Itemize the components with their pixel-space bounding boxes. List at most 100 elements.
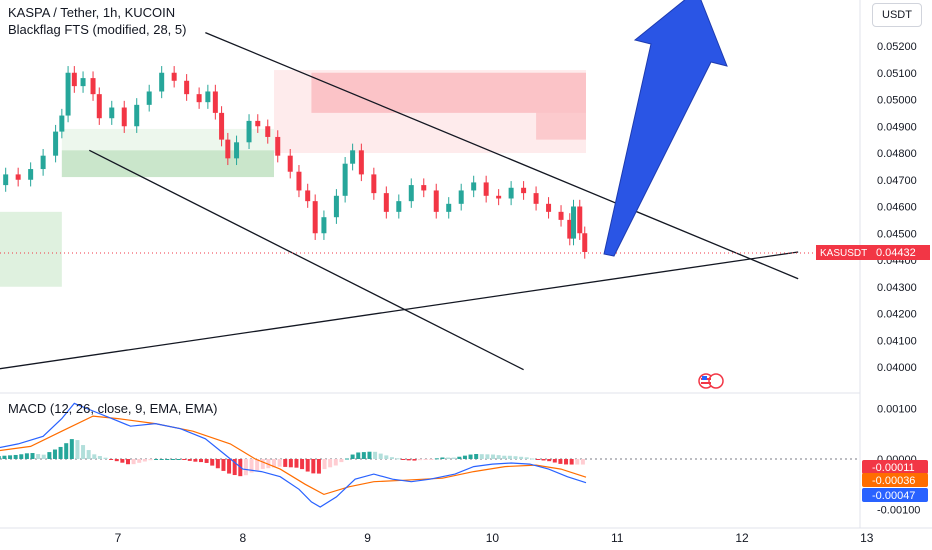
macd-tag-value: -0.00047: [872, 490, 915, 502]
macd-histogram-bar: [272, 459, 276, 468]
macd-histogram-bar: [384, 455, 389, 459]
time-tick-label: 11: [611, 531, 624, 545]
trend-lines: [0, 32, 799, 371]
candle-body: [121, 107, 127, 127]
candle-body: [582, 233, 588, 252]
candle-body: [321, 217, 327, 234]
macd-histogram-bar: [288, 459, 293, 468]
candle-body: [205, 91, 211, 103]
candle-body: [577, 206, 583, 234]
candle-body: [234, 142, 240, 159]
candle-body: [212, 91, 218, 113]
candle-body: [159, 72, 165, 92]
candle-body: [496, 195, 502, 199]
candle-body: [225, 139, 231, 159]
candle-body: [305, 190, 311, 202]
macd-histogram-bar: [316, 459, 321, 474]
candle-body: [296, 171, 302, 191]
macd-histogram-bar: [159, 459, 164, 460]
macd-histogram-bar: [52, 449, 57, 459]
candle-body: [71, 72, 77, 87]
resistance-zone-tail: [536, 112, 586, 140]
macd-histogram-bar: [221, 459, 226, 471]
candle-body: [109, 107, 115, 119]
macd-histogram-bar: [47, 452, 52, 459]
macd-histogram-bar: [491, 454, 496, 459]
macd-histogram-bar: [109, 459, 114, 460]
support-zone-left: [0, 211, 62, 287]
macd-histogram-bar: [215, 459, 220, 469]
macd-histogram-bar: [547, 459, 552, 462]
macd-line: [0, 402, 587, 508]
candle-body: [184, 80, 190, 95]
macd-histogram-bar: [356, 452, 361, 459]
macd-histogram-bar: [170, 459, 175, 460]
trend-line: [0, 251, 799, 370]
macd-tag-value: -0.00011: [872, 462, 915, 474]
macd-histogram-bar: [75, 440, 80, 459]
macd-histogram-bar: [412, 459, 417, 461]
macd-histogram-bar: [243, 459, 248, 476]
macd-histogram-bar: [198, 459, 203, 463]
candle-body: [446, 203, 452, 212]
candle-body: [571, 206, 577, 239]
macd-histogram-bar: [389, 457, 394, 459]
candle-body: [546, 203, 552, 212]
macd-histogram-bar: [564, 459, 569, 465]
flag-icon[interactable]: [698, 373, 724, 389]
macd-histogram-bar: [30, 453, 35, 459]
support-zone-inner: [61, 150, 275, 178]
macd-histogram-bar: [204, 459, 209, 463]
candle-body: [483, 182, 489, 196]
last-price-symbol: KASUSDT: [820, 248, 867, 259]
candle-body: [312, 201, 318, 234]
macd-histogram-bar: [423, 459, 428, 460]
price-tick-label: 0.04100: [877, 335, 917, 347]
candle-body: [458, 190, 464, 204]
candle-body: [567, 219, 573, 239]
macd-histogram-bar: [176, 459, 181, 460]
macd-histogram-bar: [339, 459, 344, 463]
trend-line: [205, 32, 799, 280]
macd-histogram: [0, 439, 585, 477]
macd-histogram-bar: [530, 458, 535, 460]
price-axis: 0.05200 0.05100 0.05000 0.04900 0.04800 0.047…: [877, 41, 917, 374]
price-candles: [3, 66, 588, 259]
macd-histogram-bar: [373, 451, 378, 459]
macd-histogram-bar: [333, 459, 338, 466]
currency-button[interactable]: USDT: [872, 3, 922, 27]
candle-body: [558, 211, 564, 220]
macd-histogram-bar: [434, 458, 439, 460]
candle-body: [90, 78, 96, 95]
price-tick-label: 0.04700: [877, 175, 917, 187]
candle-body: [15, 174, 21, 180]
macd-value-tags: -0.00011-0.00036 -0.00047: [862, 460, 928, 502]
macd-histogram-bar: [401, 459, 406, 460]
candle-body: [134, 104, 140, 127]
macd-histogram-bar: [148, 459, 153, 461]
time-tick-label: 12: [735, 531, 749, 545]
macd-tag-bg: [862, 488, 928, 502]
candle-body: [287, 155, 293, 172]
macd-histogram-bar: [41, 454, 46, 459]
macd-histogram-bar: [193, 459, 198, 462]
price-tick-label: 0.05100: [877, 68, 917, 80]
macd-histogram-bar: [19, 454, 24, 459]
price-tick-label: 0.04200: [877, 309, 917, 321]
macd-histogram-bar: [86, 450, 91, 459]
macd-histogram-bar: [457, 456, 462, 459]
candle-body: [255, 120, 261, 127]
macd-histogram-bar: [260, 459, 265, 469]
macd-tag-bg: [862, 460, 928, 474]
forecast-zones: [0, 70, 586, 287]
macd-histogram-bar: [69, 439, 74, 459]
candle-body: [533, 193, 539, 204]
last-price-tag: KASUSDT 0.04432: [816, 245, 930, 260]
candle-body: [65, 72, 71, 116]
candle-body: [350, 150, 356, 164]
macd-histogram-bar: [418, 459, 423, 461]
symbol-title: KASPA / Tether, 1h, KUCOIN: [8, 5, 176, 20]
macd-histogram-bar: [305, 459, 310, 472]
macd-histogram-bar: [137, 459, 142, 463]
